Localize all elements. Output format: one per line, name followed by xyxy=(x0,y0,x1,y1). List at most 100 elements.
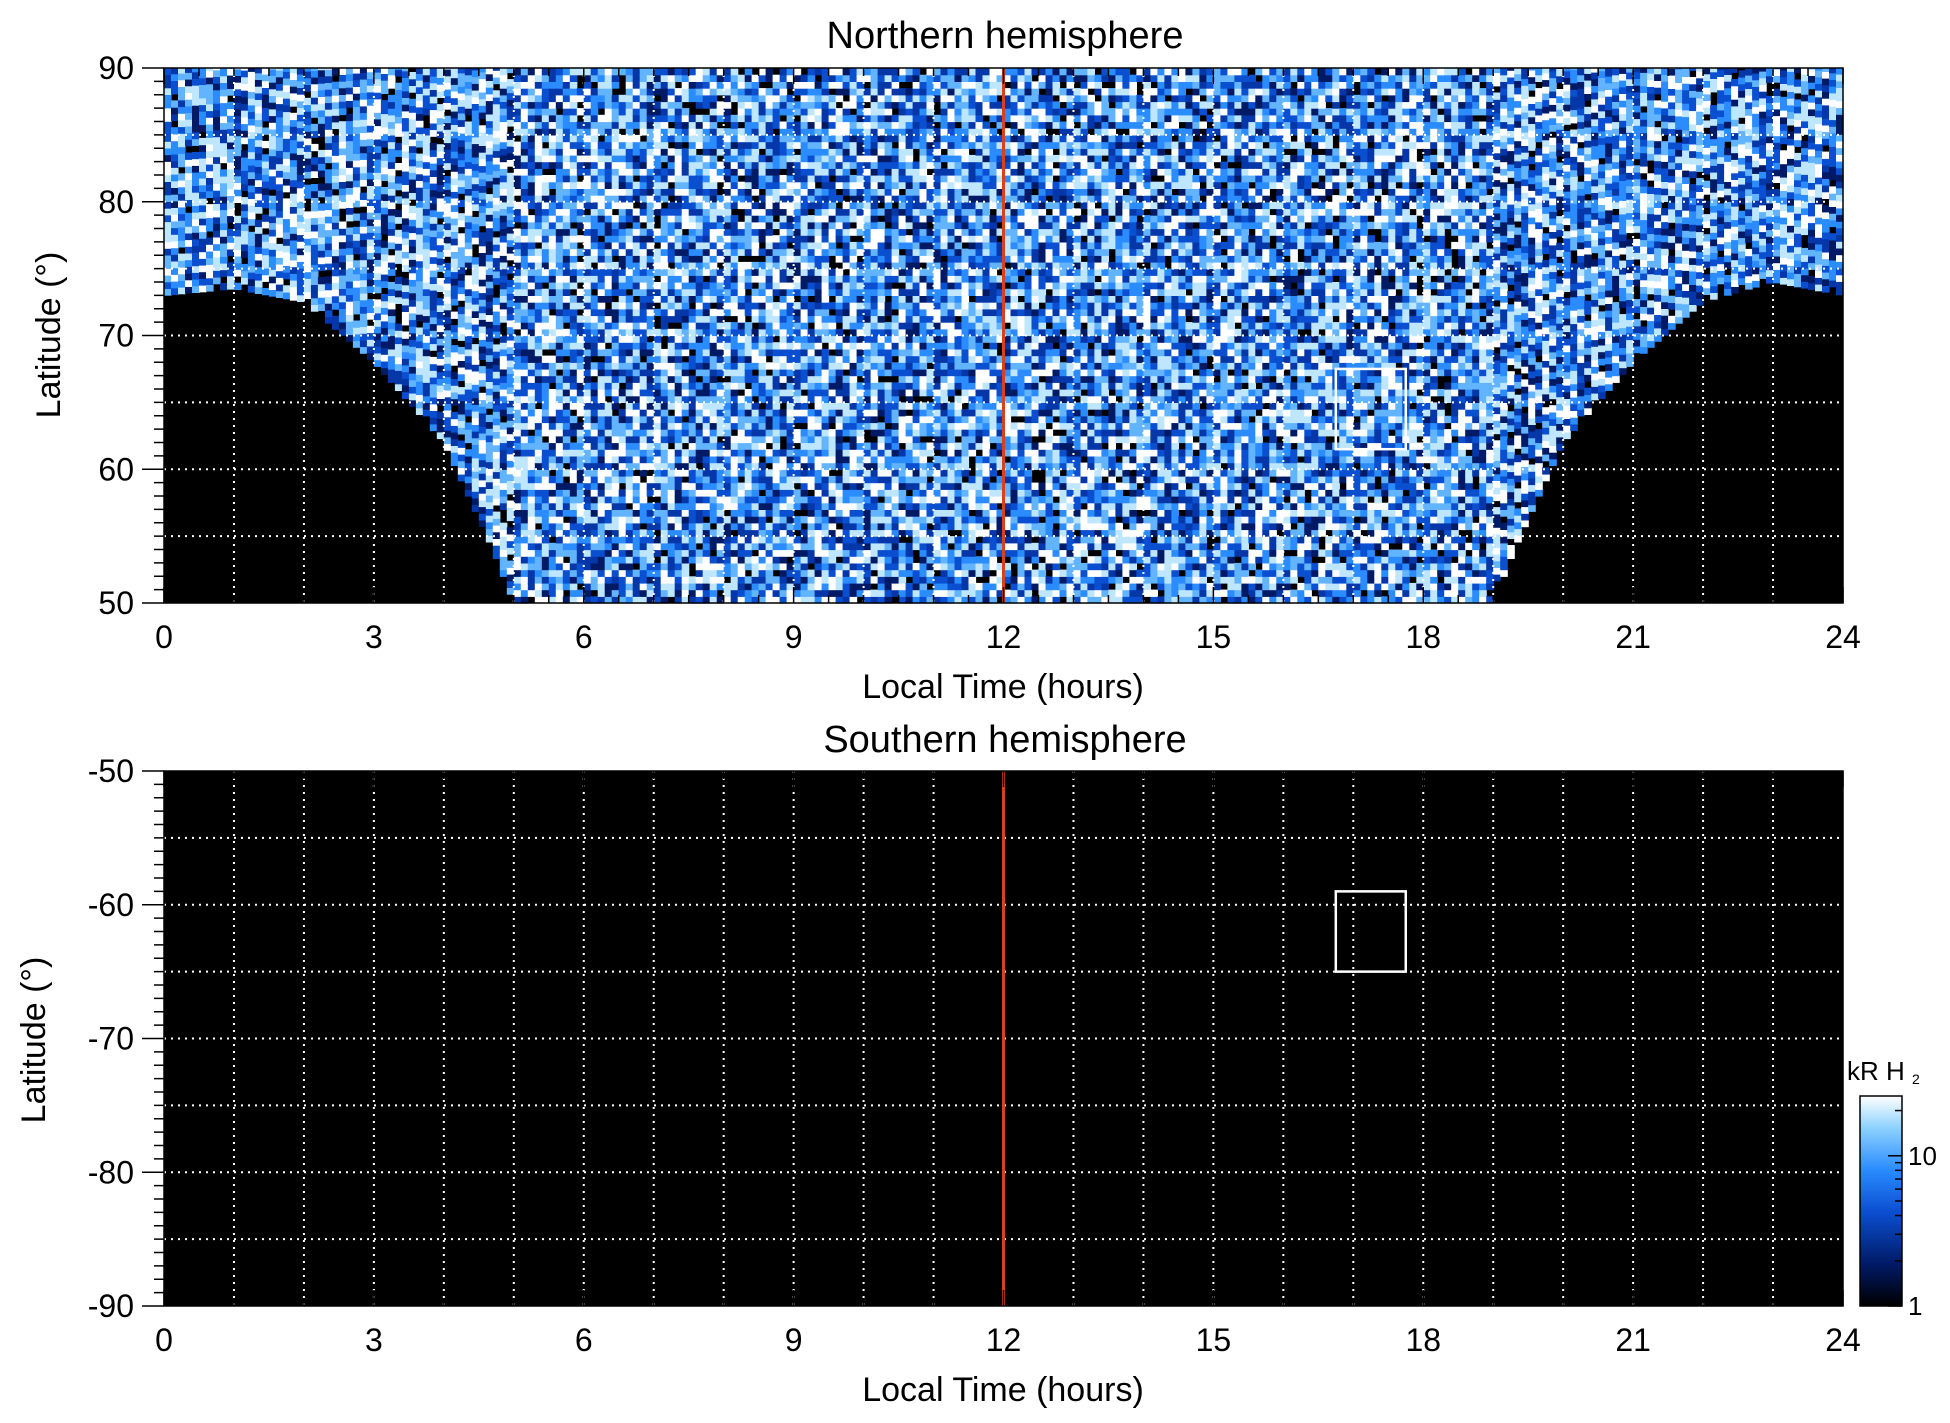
emission-cell xyxy=(702,395,711,403)
emission-cell xyxy=(646,475,655,484)
emission-cell xyxy=(653,134,662,143)
emission-cell xyxy=(751,275,760,283)
emission-cell xyxy=(772,188,781,196)
emission-cell xyxy=(527,389,536,397)
emission-cell xyxy=(429,363,438,371)
emission-cell xyxy=(639,114,648,123)
emission-cell xyxy=(674,195,683,203)
emission-cell xyxy=(234,142,242,150)
emission-cell xyxy=(485,220,494,229)
emission-cell xyxy=(206,204,214,212)
emission-cell xyxy=(534,322,543,330)
emission-cell xyxy=(541,322,550,330)
emission-cell xyxy=(562,489,571,497)
emission-cell xyxy=(234,108,242,117)
emission-cell xyxy=(513,576,522,584)
emission-cell xyxy=(296,194,305,202)
emission-cell xyxy=(520,389,529,397)
emission-cell xyxy=(660,435,669,444)
emission-cell xyxy=(779,522,788,531)
emission-cell xyxy=(674,241,683,250)
emission-cell xyxy=(171,234,179,242)
emission-cell xyxy=(241,76,249,84)
emission-cell xyxy=(751,355,760,363)
emission-cell xyxy=(429,102,438,111)
emission-cell xyxy=(604,582,613,591)
emission-cell xyxy=(436,344,445,353)
emission-cell xyxy=(394,290,403,298)
emission-cell xyxy=(254,132,263,141)
emission-cell xyxy=(352,126,361,134)
emission-cell xyxy=(164,208,172,216)
emission-cell xyxy=(576,268,585,276)
emission-cell xyxy=(261,274,270,282)
emission-cell xyxy=(618,235,627,243)
emission-cell xyxy=(737,235,746,243)
emission-cell xyxy=(352,260,361,268)
emission-cell xyxy=(380,320,389,329)
emission-cell xyxy=(352,287,361,295)
emission-cell xyxy=(555,429,564,437)
emission-cell xyxy=(688,502,697,510)
emission-cell xyxy=(436,84,445,92)
emission-cell xyxy=(429,310,438,318)
emission-cell xyxy=(695,141,704,149)
emission-cell xyxy=(373,152,382,160)
emission-cell xyxy=(779,482,788,490)
emission-cell xyxy=(597,275,606,283)
emission-cell xyxy=(492,471,501,479)
emission-cell xyxy=(730,114,739,123)
emission-cell xyxy=(541,442,550,450)
emission-cell xyxy=(653,261,662,270)
emission-cell xyxy=(345,287,354,295)
emission-cell xyxy=(310,83,319,91)
emission-cell xyxy=(310,123,319,132)
emission-cell xyxy=(520,348,529,357)
emission-cell xyxy=(415,387,424,395)
emission-cell xyxy=(275,177,284,185)
emission-cell xyxy=(387,108,396,116)
emission-cell xyxy=(178,126,186,134)
emission-cell xyxy=(604,175,613,183)
emission-cell xyxy=(611,469,620,477)
emission-cell xyxy=(227,141,235,150)
emission-cell xyxy=(373,319,382,327)
emission-cell xyxy=(485,247,494,255)
emission-cell xyxy=(730,181,739,189)
emission-cell xyxy=(555,275,564,283)
emission-cell xyxy=(415,360,424,369)
emission-cell xyxy=(352,293,361,301)
emission-cell xyxy=(345,100,354,108)
emission-cell xyxy=(688,449,697,457)
emission-cell xyxy=(737,148,746,156)
emission-cell xyxy=(569,168,578,176)
emission-cell xyxy=(576,355,585,363)
emission-cell xyxy=(772,496,781,504)
emission-cell xyxy=(730,74,739,82)
emission-cell xyxy=(604,255,613,263)
emission-cell xyxy=(534,455,543,464)
emission-cell xyxy=(765,221,774,230)
emission-cell xyxy=(632,268,641,276)
emission-cell xyxy=(324,129,333,137)
emission-cell xyxy=(534,328,543,337)
emission-cell xyxy=(485,314,494,322)
emission-cell xyxy=(723,362,732,370)
emission-cell xyxy=(555,482,564,490)
emission-cell xyxy=(569,362,578,370)
emission-cell xyxy=(520,154,529,163)
emission-cell xyxy=(464,181,473,189)
emission-cell xyxy=(597,168,606,176)
emission-cell xyxy=(583,154,592,163)
emission-cell xyxy=(247,144,256,153)
emission-cell xyxy=(443,102,452,110)
emission-cell xyxy=(562,154,571,163)
emission-cell xyxy=(597,502,606,510)
emission-cell xyxy=(443,410,452,418)
emission-cell xyxy=(548,449,557,457)
emission-cell xyxy=(737,455,746,464)
emission-cell xyxy=(716,201,725,210)
emission-cell xyxy=(674,502,683,510)
emission-cell xyxy=(520,502,529,510)
emission-cell xyxy=(758,562,767,571)
